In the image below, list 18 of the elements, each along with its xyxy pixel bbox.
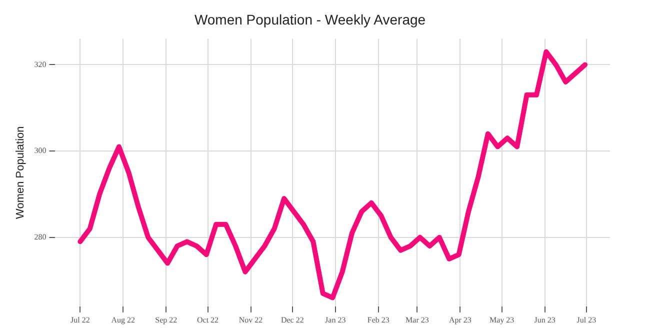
y-tick-label: 320 <box>34 60 46 69</box>
chart-title: Women Population - Weekly Average <box>194 11 426 28</box>
y-tick-label: 300 <box>34 146 46 156</box>
y-tick-label: 280 <box>34 232 46 242</box>
x-tick-label: Oct 22 <box>196 315 219 324</box>
x-tick-label: Jun 23 <box>534 315 556 324</box>
x-tick-label: Nov 22 <box>238 315 263 324</box>
x-tick-label: Dec 22 <box>280 315 304 324</box>
y-axis-title: Women Population <box>14 126 27 219</box>
x-tick-label: Mar 23 <box>406 315 429 324</box>
x-tick-label: Jul 22 <box>70 315 90 324</box>
x-tick-label: Jul 23 <box>576 315 596 324</box>
x-tick-label: Sep 22 <box>155 315 178 324</box>
x-tick-label: Feb 23 <box>367 315 390 324</box>
x-tick-label: Jan 23 <box>325 315 346 324</box>
x-tick-label: Aug 22 <box>111 315 136 324</box>
x-tick-label: Apr 23 <box>448 315 472 324</box>
x-tick-label: May 23 <box>489 315 514 324</box>
